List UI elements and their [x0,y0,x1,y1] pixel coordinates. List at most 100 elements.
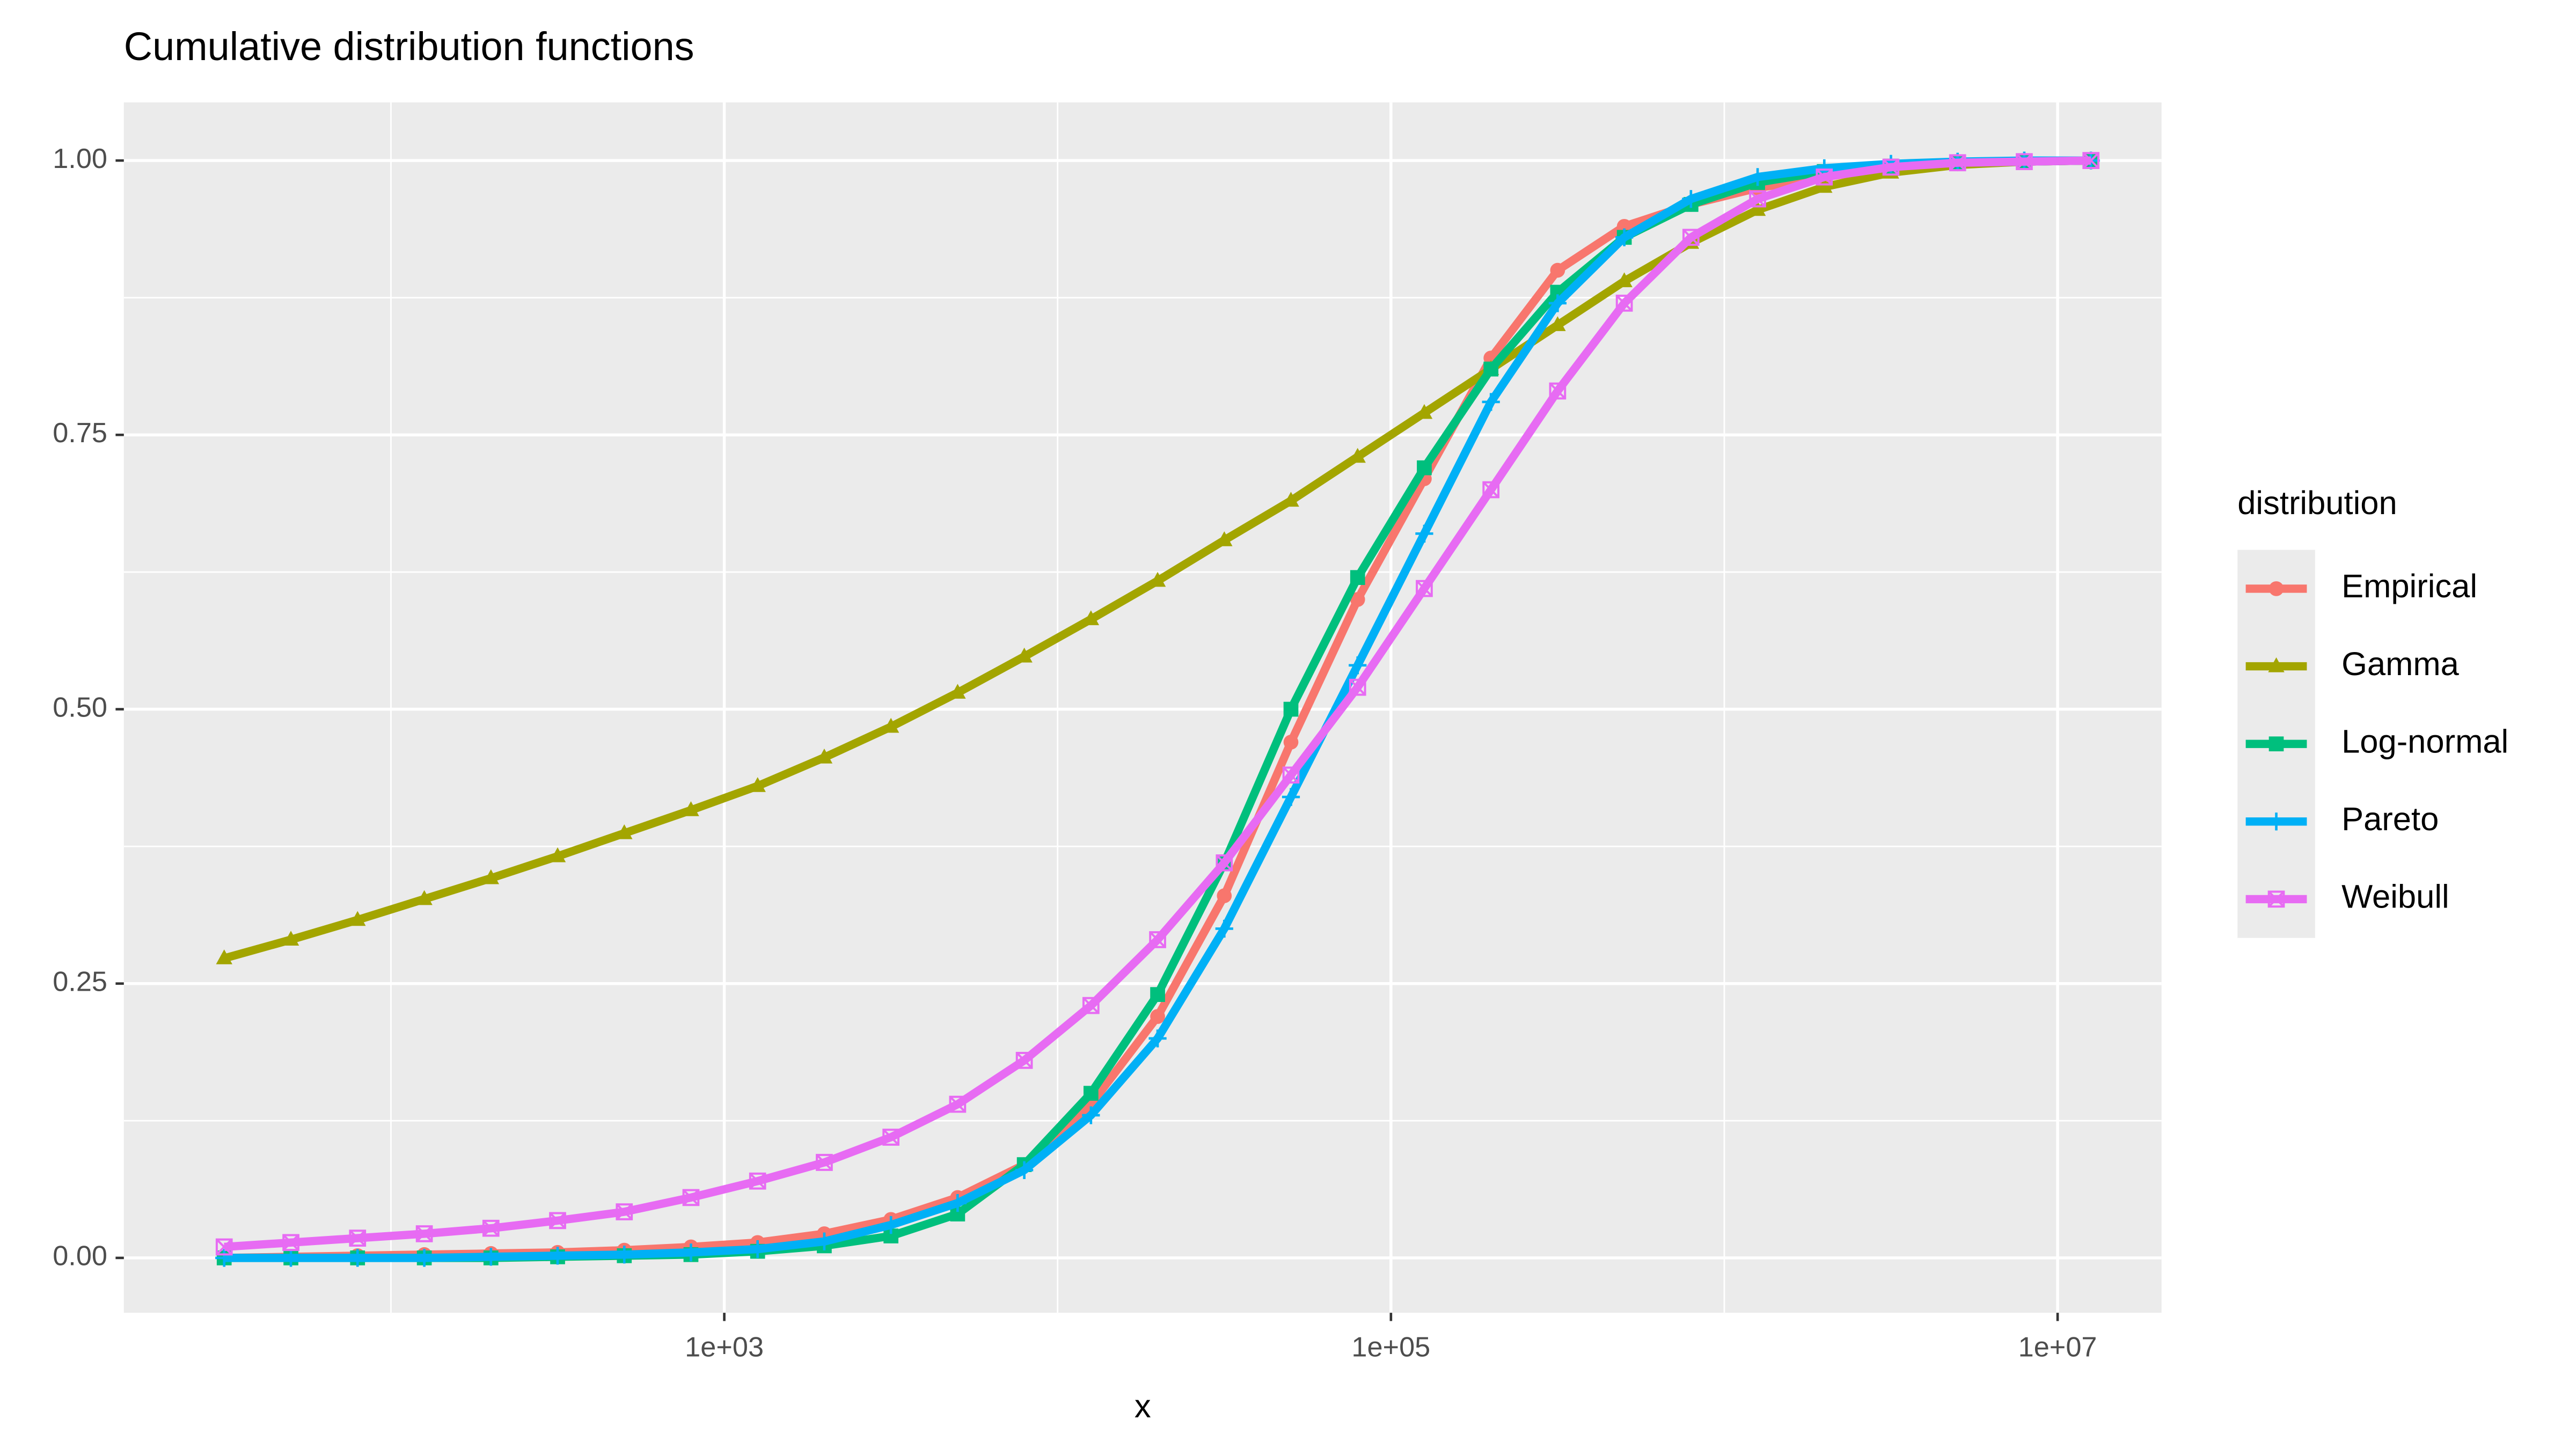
data-point [1082,1106,1100,1124]
data-point [1150,1009,1165,1024]
x-axis-label: x [1135,1388,1151,1425]
plot-area [215,151,2100,1267]
legend-marker [2268,581,2284,596]
data-point [1016,647,1033,663]
data-point [1148,1029,1167,1048]
x-tick-label: 1e+05 [1351,1332,1430,1363]
legend-label: Pareto [2341,801,2439,838]
data-point [1349,678,1366,696]
data-point [882,1216,900,1234]
legend-label: Weibull [2341,879,2449,916]
data-point [815,1232,833,1250]
legend-title: distribution [2237,485,2397,522]
data-point [1548,294,1567,312]
data-point [549,847,566,862]
data-point [482,1219,500,1237]
legend-marker [2267,813,2286,831]
data-point [1216,531,1233,546]
data-point [683,801,699,816]
data-point [1149,572,1166,587]
data-point [882,1129,900,1146]
legend-label: Empirical [2341,568,2477,605]
data-point [882,718,899,733]
data-point [682,1243,700,1262]
data-point [1416,580,1433,597]
data-point [816,1154,833,1171]
data-point [1482,393,1500,411]
legend-marker [2268,736,2284,751]
data-point [1549,316,1566,331]
data-point [215,1238,233,1256]
grid [123,102,2162,1313]
data-point [949,1095,967,1113]
data-point [1949,154,1966,172]
data-point [1616,272,1633,288]
data-point [416,890,433,905]
data-point [1015,1052,1033,1069]
data-point [749,1240,767,1258]
data-point [2016,153,2033,171]
data-point [1615,295,1633,312]
data-point [1615,228,1634,246]
data-point [1882,158,1900,176]
legend-marker [2268,657,2285,672]
data-point [1483,361,1499,377]
data-point [615,1246,633,1264]
data-point [1416,404,1433,419]
x-tick-label: 1e+07 [2018,1332,2097,1363]
data-point [1082,610,1100,625]
data-point [1149,931,1166,948]
chart-title: Cumulative distribution functions [124,24,694,69]
data-point [216,949,232,964]
y-tick-label: 0.00 [53,1241,107,1272]
data-point [1549,382,1567,400]
data-point [616,1203,633,1220]
data-point [1215,919,1233,938]
data-point [1350,570,1365,586]
data-point [282,931,299,946]
data-point [1349,448,1366,463]
data-point [749,1172,766,1190]
legend-label: Gamma [2341,646,2460,683]
data-point [1150,987,1165,1002]
legend-marker [2267,890,2285,908]
data-point [548,1247,567,1265]
data-point [616,824,633,839]
data-point [1015,1161,1034,1179]
data-point [1482,481,1500,499]
y-tick-label: 0.50 [53,692,107,723]
legend-label: Log-normal [2341,723,2508,760]
data-point [1417,460,1432,475]
data-point [1283,735,1299,750]
y-tick-label: 0.25 [53,967,107,998]
data-point [1282,766,1300,784]
data-point [1083,1086,1099,1101]
data-point [1282,788,1300,806]
data-point [1748,168,1767,186]
data-point [816,748,833,764]
data-point [749,777,766,792]
data-point [1682,229,1700,246]
panel [123,102,2162,1313]
data-point [1749,201,1766,216]
legend: Empirical Gamma Log-normal Pareto Weibull [2237,550,2508,938]
data-point [1283,701,1299,717]
data-point [1349,656,1367,675]
data-point [1350,592,1365,607]
data-point [1216,854,1233,872]
data-point [682,1189,700,1206]
data-point [2082,152,2100,169]
data-point [1550,262,1565,278]
data-point [1749,190,1766,208]
data-point [1682,190,1700,208]
data-point [948,1194,967,1212]
data-point [349,911,366,926]
data-point [1217,888,1232,903]
data-point [215,1249,233,1267]
data-point [282,1234,299,1252]
data-point [348,1249,367,1267]
y-tick-label: 1.00 [53,143,107,174]
data-point [549,1212,566,1230]
